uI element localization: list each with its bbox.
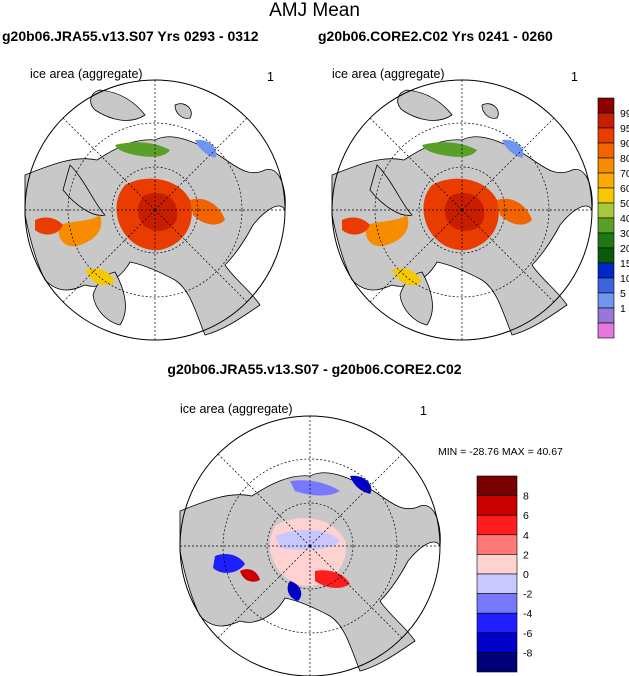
min-max-label: MIN = -28.76 MAX = 40.67 (438, 446, 563, 458)
colorbar-top-tick-label: 90 (620, 138, 629, 150)
colorbar-diff-swatch (476, 514, 518, 536)
colorbar-top-tick-label: 40 (620, 213, 629, 225)
colorbar-top-tick-label: 1 (620, 303, 626, 315)
colorbar-diff-swatch (476, 652, 518, 673)
colorbar-top-swatch (597, 142, 615, 159)
colorbar-top-swatch (597, 172, 615, 189)
right-level-label: 1 (571, 70, 578, 84)
colorbar-diff-swatch (476, 612, 518, 634)
colorbar-top-swatch (597, 217, 615, 234)
colorbar-diff-swatch (476, 475, 518, 496)
colorbar-diff-tick-label: -4 (523, 608, 532, 620)
colorbar-diff-swatch (476, 632, 518, 653)
left-panel-title: g20b06.JRA55.v13.S07 Yrs 0293 - 0312 (2, 28, 259, 44)
colorbar-diff-tick-label: 4 (523, 530, 529, 542)
diff-polar-map (179, 415, 441, 676)
colorbar-top-swatch (597, 292, 615, 309)
colorbar-diff-tick-label: -6 (523, 628, 532, 640)
colorbar-diff-tick-label: -8 (523, 647, 532, 659)
colorbar-top-swatch (597, 127, 615, 144)
colorbar-diff-tick-label: 0 (523, 569, 529, 581)
left-level-label: 1 (267, 70, 274, 84)
colorbar-top-tick-label: 15 (620, 258, 629, 270)
colorbar-diff-tick-label: 6 (523, 510, 529, 522)
colorbar-diff-swatch (476, 593, 518, 614)
colorbar-diff: 8 6 4 2 0 -2 -4 -6 -8 (476, 475, 532, 673)
right-polar-map (331, 79, 593, 341)
right-panel-title: g20b06.CORE2.C02 Yrs 0241 - 0260 (318, 28, 553, 44)
colorbar-top-swatch (597, 307, 615, 324)
colorbar-top-tick-label: 70 (620, 168, 629, 180)
left-variable-label: ice area (aggregate) (30, 67, 143, 81)
colorbar-diff-swatch (476, 534, 518, 555)
diff-variable-label: ice area (aggregate) (180, 402, 293, 416)
colorbar-top-tick-label: 60 (620, 183, 629, 195)
colorbar-top-tick-label: 5 (620, 288, 626, 300)
colorbar-diff-tick-label: 2 (523, 549, 529, 561)
colorbar-top-swatch (597, 202, 615, 219)
colorbar-top-swatch (597, 112, 615, 129)
right-variable-label: ice area (aggregate) (332, 67, 445, 81)
diff-panel-title: g20b06.JRA55.v13.S07 - g20b06.CORE2.C02 (167, 361, 462, 377)
colorbar-top-tick-label: 50 (620, 198, 629, 210)
colorbar-top-swatch (597, 157, 615, 174)
left-polar-map (24, 79, 286, 341)
diff-level-label: 1 (420, 404, 427, 418)
colorbar-top-tick-label: 95 (620, 123, 629, 135)
colorbar-top-tick-label: 30 (620, 228, 629, 240)
colorbar-diff-tick-label: 8 (523, 491, 529, 503)
colorbar-top-tick-label: 10 (620, 273, 629, 285)
colorbar-top-swatch (597, 97, 615, 114)
colorbar-top-swatch (597, 187, 615, 204)
colorbar-top-tick-label: 80 (620, 153, 629, 165)
colorbar-top-swatch (597, 277, 615, 294)
colorbar-diff-swatch (476, 573, 518, 594)
colorbar-diff-swatch (476, 495, 518, 516)
figure-title: AMJ Mean (269, 0, 360, 21)
colorbar-diff-swatch (476, 554, 518, 575)
colorbar-top-tick-label: 99 (620, 108, 629, 120)
colorbar-top-swatch (597, 232, 615, 249)
colorbar-top-tick-label: 20 (620, 243, 629, 255)
colorbar-top-swatch (597, 247, 615, 264)
colorbar-top: 99 95 90 80 70 60 50 40 30 20 15 10 5 1 (597, 97, 629, 339)
colorbar-top-swatch (597, 262, 615, 279)
colorbar-diff-tick-label: -2 (523, 589, 532, 601)
colorbar-top-swatch (597, 322, 615, 339)
